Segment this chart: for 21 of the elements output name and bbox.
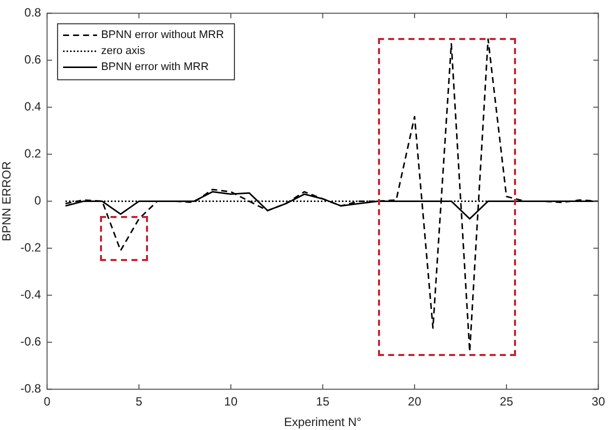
y-tick-label: 0.8 xyxy=(24,6,42,20)
legend-label: BPNN error with MRR xyxy=(101,61,209,74)
y-tick-label: -0.6 xyxy=(20,334,42,349)
x-tick-label: 25 xyxy=(500,394,514,409)
y-tick-label: -0.2 xyxy=(20,240,42,255)
legend-label: zero axis xyxy=(101,45,146,58)
y-tick-label: -0.4 xyxy=(20,288,42,302)
y-axis-title: BPNN ERROR xyxy=(0,160,14,242)
y-tick-label: -0.8 xyxy=(20,382,42,396)
x-tick-label: 10 xyxy=(224,394,238,409)
x-tick-label: 0 xyxy=(44,394,51,409)
y-tick-label: 0.4 xyxy=(24,100,42,114)
legend-label: BPNN error without MRR xyxy=(101,29,224,42)
x-tick-label: 5 xyxy=(136,394,143,409)
y-tick-label: 0.2 xyxy=(24,146,42,161)
x-tick-label: 30 xyxy=(592,394,606,409)
x-tick-label: 20 xyxy=(408,394,422,409)
x-tick-label: 15 xyxy=(316,394,330,409)
y-tick-label: 0 xyxy=(34,194,42,208)
y-tick-label: 0.6 xyxy=(24,52,42,67)
x-axis-title: Experiment N° xyxy=(284,415,362,430)
